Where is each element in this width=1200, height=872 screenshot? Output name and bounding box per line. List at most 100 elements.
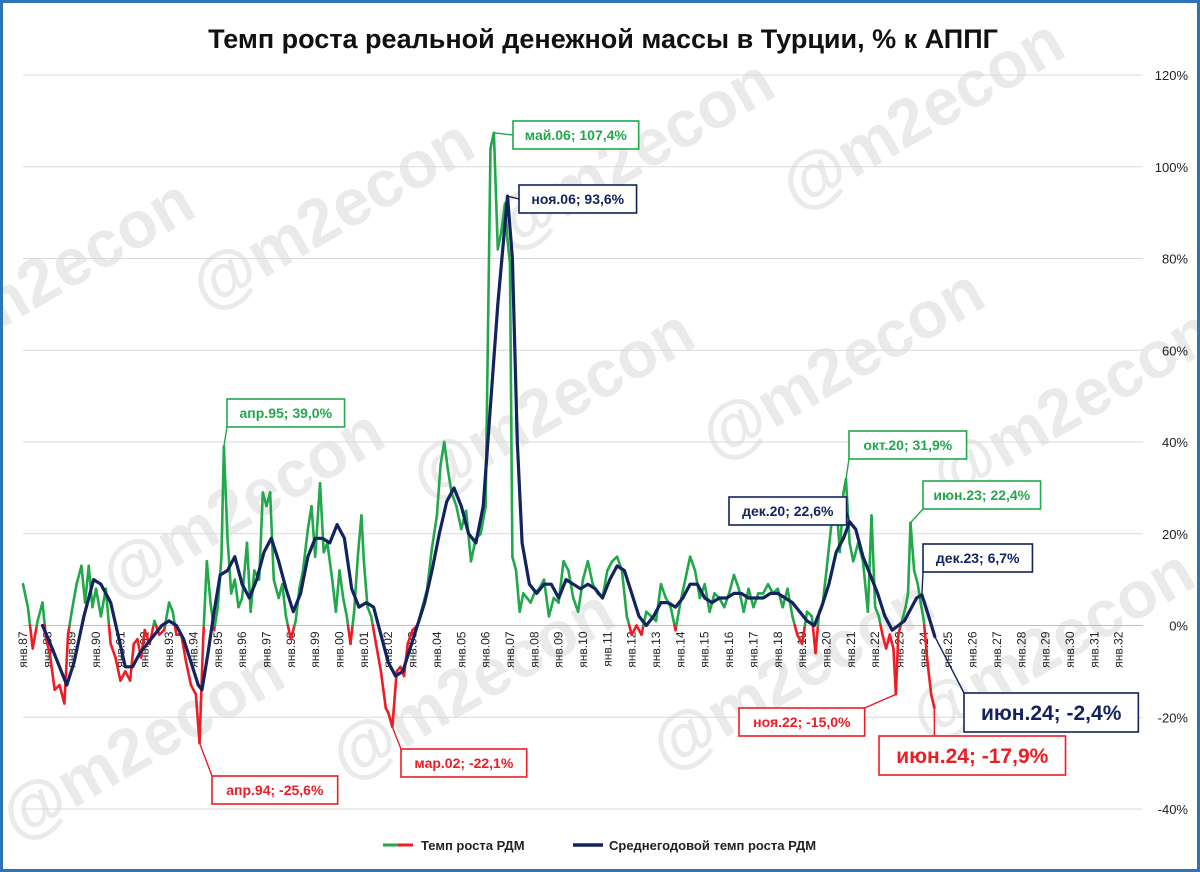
annotation-box	[728, 496, 848, 526]
rdm-line-segment	[268, 491, 276, 581]
annotation-label: апр.95; 39,0%	[240, 405, 333, 421]
rdm-line-segment	[455, 504, 463, 531]
x-tick-label: янв.87	[16, 631, 30, 668]
x-tick-label: янв.21	[844, 631, 858, 668]
x-tick-label: янв.10	[576, 631, 590, 668]
legend: Темп роста РДМ Среднегодовой темп роста Р…	[383, 838, 816, 853]
x-tick-label: янв.09	[552, 631, 566, 668]
rdm-line-segment	[298, 569, 305, 591]
rdm-line-segment	[338, 569, 345, 600]
x-tick-label: янв.95	[211, 631, 225, 668]
y-axis-tick-labels: -40% -20% 0% 20% 40% 60% 80% 100% 120%	[1155, 68, 1189, 817]
x-tick-label: янв.32	[1112, 631, 1126, 668]
series-rdm	[21, 131, 936, 745]
rdm-line-segment	[68, 610, 73, 627]
annotation-leader	[223, 426, 228, 447]
rdm-line-segment	[184, 660, 193, 687]
rdm-line-segment	[506, 238, 512, 265]
rdm-line-segment	[576, 578, 585, 614]
annotation-leader	[921, 571, 924, 595]
watermark-text: @m2econ	[397, 293, 706, 514]
rdm-line-segment	[511, 555, 518, 572]
rdm-line-segment	[514, 569, 521, 614]
annotations: май.06; 107,4% ноя.06; 93,6% апр.95; 39,0%…	[198, 120, 1140, 805]
rdm-line-segment	[659, 582, 668, 600]
rdm-line-segment	[318, 481, 325, 554]
annotation-box	[512, 120, 640, 150]
y-tick-label: 0%	[1169, 619, 1188, 634]
x-tick-label: янв.07	[503, 631, 517, 668]
rdm-line-segment	[222, 445, 229, 540]
rdm-line-segment	[205, 559, 212, 604]
x-tick-label: янв.25	[941, 631, 955, 668]
rdm-line-segment	[430, 514, 439, 549]
annotation-leader	[934, 636, 965, 694]
x-tick-label: янв.98	[284, 631, 298, 668]
rdm-line-segment	[128, 642, 136, 682]
annotation-leader	[198, 742, 213, 777]
rdm-line-segment	[189, 683, 198, 696]
annotation-leader	[864, 693, 897, 709]
rdm-line-segment	[94, 587, 103, 618]
rdm-line-segment	[727, 573, 736, 595]
rdm-line-segment	[213, 605, 220, 627]
rdm-line-segment	[450, 491, 458, 508]
rdm-line-segment	[31, 624, 39, 650]
annotation-box	[738, 707, 866, 737]
rdm-line-segment	[391, 670, 399, 729]
rdm-line-segment	[41, 601, 47, 627]
rdm-line-segment	[800, 624, 807, 646]
x-tick-label: янв.29	[1039, 631, 1053, 668]
rdm-line-segment	[654, 582, 663, 623]
rdm-line-segment	[44, 637, 52, 655]
x-tick-label: янв.12	[625, 631, 639, 668]
rdm-line-segment	[173, 624, 178, 636]
rdm-line-segment	[562, 559, 570, 572]
rdm-line-segment	[360, 514, 366, 563]
rdm-line-segment	[326, 541, 334, 581]
x-tick-label: янв.28	[1014, 631, 1028, 668]
rdm-line-segment	[877, 615, 882, 627]
rdm-line-segment	[912, 569, 920, 586]
rdm-line-segment	[848, 541, 855, 563]
rdm-line-segment	[245, 541, 252, 614]
rdm-line-segment	[825, 523, 833, 572]
rdm-line-segment	[870, 514, 877, 609]
annotation-box	[518, 184, 638, 214]
rdm-line-segment	[496, 229, 503, 251]
x-tick-label: янв.05	[454, 631, 468, 668]
x-tick-label: янв.15	[698, 631, 712, 668]
rdm-line-segment	[379, 670, 388, 710]
rdm-line-segment	[435, 463, 442, 517]
annotation-box	[848, 430, 968, 460]
rdm-line-segment	[606, 559, 614, 572]
rdm-line-segment	[345, 615, 350, 627]
rdm-line-segment	[272, 578, 280, 600]
rdm-line-segment	[349, 624, 354, 646]
rdm-line-segment	[201, 624, 206, 641]
rdm-line-segment	[920, 605, 926, 623]
watermark-text: @m2econ	[477, 43, 786, 264]
rdm-line-segment	[922, 624, 929, 664]
series-avg-rdm	[40, 194, 937, 692]
rdm-line-segment	[26, 605, 32, 627]
rdm-line-segment	[904, 592, 910, 609]
rdm-line-segment	[640, 624, 645, 636]
rdm-line-segment	[625, 615, 631, 627]
annotation-label: апр.94; -25,6%	[226, 782, 324, 798]
rdm-line-segment	[620, 569, 629, 618]
rdm-line-segment	[167, 601, 175, 614]
x-tick-label: янв.16	[722, 631, 736, 668]
rdm-line-segment	[233, 578, 240, 609]
rdm-line-segment	[894, 633, 900, 696]
x-tick-label: янв.02	[381, 631, 395, 668]
rdm-line-segment	[732, 573, 741, 591]
y-tick-label: 120%	[1155, 68, 1189, 83]
rdm-line-segment	[851, 541, 860, 563]
rdm-line-segment	[341, 596, 349, 618]
annotation-box	[878, 735, 1067, 776]
rdm-line-segment	[683, 555, 692, 581]
rdm-line-segment	[791, 615, 797, 627]
x-tick-label: янв.96	[235, 631, 249, 668]
annotation-box	[211, 775, 339, 805]
